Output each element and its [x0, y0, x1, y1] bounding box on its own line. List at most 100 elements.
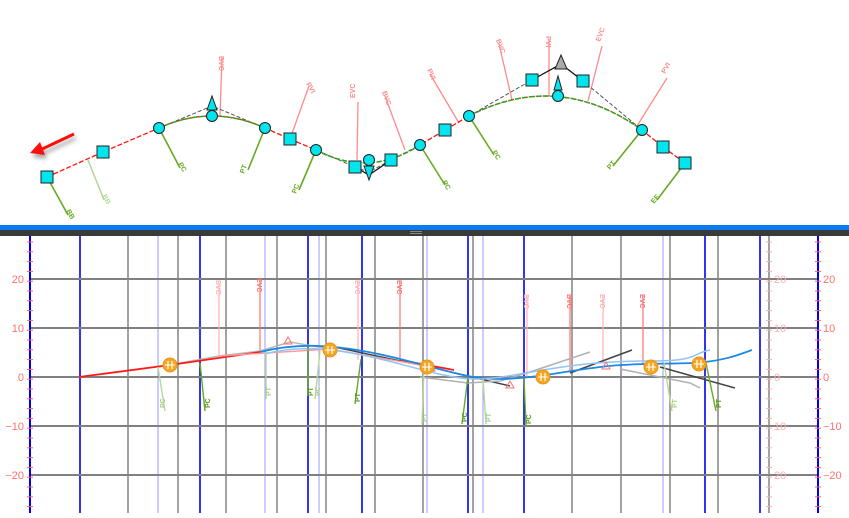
y-axis-left: 20 10 0 −10 −20	[5, 236, 31, 513]
circle-grip-icon[interactable]	[552, 90, 564, 102]
tick-label: 0	[774, 372, 780, 384]
plan-grips[interactable]	[40, 53, 692, 184]
station-label: PC	[205, 398, 212, 408]
alignment-curves	[158, 95, 643, 164]
pvi-label: BVC	[565, 294, 572, 309]
square-grip-icon[interactable]	[656, 140, 670, 154]
existing-ground-light	[157, 341, 331, 368]
profile-view[interactable]: 20 10 0 −10 −20 20 10 0 10 20 20 10 0 −1…	[0, 236, 849, 513]
tick-label: 20	[774, 274, 786, 286]
plan-label: BB	[64, 209, 75, 221]
tick-label: −10	[5, 421, 24, 433]
station-label: PT	[422, 412, 429, 422]
circle-grip-icon[interactable]	[259, 122, 271, 134]
plan-label: PC	[490, 150, 501, 162]
tick-label: 20	[823, 274, 835, 286]
viewport-splitter[interactable]	[0, 230, 849, 236]
station-label: PT	[672, 398, 679, 408]
tick-label: −10	[823, 421, 842, 433]
circle-grip-icon[interactable]	[153, 122, 165, 134]
square-grip-icon[interactable]	[438, 123, 452, 137]
y-axis-right: 20 10 0 −10 −20	[817, 236, 842, 513]
plan-label: PVI	[544, 36, 551, 47]
plan-label: EE	[650, 193, 662, 205]
square-grip-icon[interactable]	[576, 74, 590, 88]
square-grip-icon[interactable]	[283, 132, 297, 146]
tick-label: 0	[18, 372, 24, 384]
profile-grip-icon[interactable]	[535, 369, 551, 385]
profile-grip-icon[interactable]	[322, 342, 338, 358]
pvi-triangle-icon[interactable]	[283, 335, 293, 345]
plan-label: PVI	[304, 82, 316, 95]
profile-canvas[interactable]: 20 10 0 −10 −20 20 10 0 10 20 20 10 0 −1…	[0, 236, 849, 513]
tick-label: 10	[774, 421, 786, 433]
profile-grips[interactable]	[162, 342, 707, 385]
circle-grip-icon[interactable]	[414, 139, 426, 151]
square-grip-icon[interactable]	[348, 160, 362, 174]
existing-ground-light	[619, 368, 701, 389]
circle-grip-icon[interactable]	[636, 124, 648, 136]
circle-grip-icon[interactable]	[363, 154, 375, 166]
station-label: PT	[716, 398, 723, 408]
pvi-label: EVC	[638, 294, 645, 308]
direction-arrow-icon	[30, 132, 75, 155]
station-label: PT	[266, 386, 273, 396]
square-grip-icon[interactable]	[40, 170, 54, 184]
design-profile-light-blue[interactable]	[264, 347, 711, 380]
plan-pvi-leaders	[219, 40, 668, 161]
tick-label: −20	[5, 470, 24, 482]
plan-view[interactable]: BVC PVI EVC BVC PVI BVC PVI EVC PVI BB B…	[0, 0, 849, 225]
tick-label: 20	[774, 470, 786, 482]
splitter-grip-icon[interactable]	[410, 231, 422, 234]
square-grip-icon[interactable]	[96, 145, 110, 159]
profile-grip-icon[interactable]	[691, 356, 707, 372]
square-grip-icon[interactable]	[678, 156, 692, 170]
station-label: PT	[355, 392, 362, 402]
station-label: PT	[486, 412, 493, 422]
profile-grip-icon[interactable]	[162, 357, 178, 373]
station-leaders	[157, 347, 717, 427]
tick-label: −20	[823, 470, 842, 482]
circle-grip-icon[interactable]	[463, 110, 475, 122]
pvi-label: EVC	[353, 280, 360, 294]
existing-ground-light	[419, 351, 591, 384]
circle-grip-icon[interactable]	[206, 110, 218, 122]
pvi-triangle-icon[interactable]	[601, 360, 611, 370]
y-axis-right-faded: 20 10 0 10 20	[774, 274, 786, 482]
station-label: PC	[526, 414, 533, 424]
plan-label: BVC	[217, 56, 224, 71]
tick-label: 10	[823, 323, 835, 335]
pvi-label: EVC	[395, 280, 402, 294]
plan-pvi-labels: BVC PVI EVC BVC PVI BVC PVI EVC PVI	[217, 27, 672, 107]
plan-label: BB	[100, 194, 111, 206]
station-labels: PC PC PT PT PC PT PT PC PT PC PT PT	[160, 386, 723, 424]
triangle-grip-icon[interactable]	[553, 74, 563, 91]
station-grid	[79, 236, 770, 513]
plan-canvas[interactable]: BVC PVI EVC BVC PVI BVC PVI EVC PVI BB B…	[0, 0, 849, 225]
tick-label: 20	[12, 274, 24, 286]
plan-label: BVC	[380, 90, 392, 106]
triangle-grip-icon[interactable]	[206, 94, 218, 111]
active-viewport-border	[0, 225, 849, 230]
plan-label: EVC	[350, 84, 357, 98]
plan-label: PC	[176, 162, 187, 174]
square-grip-icon[interactable]	[525, 73, 539, 87]
circle-grip-icon[interactable]	[310, 144, 322, 156]
plan-station-labels: BB BB PC PT PC PC PC PT EE	[64, 150, 661, 221]
plan-label: EVC	[595, 27, 607, 43]
station-label: PC	[160, 398, 167, 408]
profile-grip-icon[interactable]	[643, 359, 659, 375]
square-grip-icon[interactable]	[384, 153, 398, 167]
plan-label: BVC	[494, 38, 506, 54]
tangent	[659, 366, 736, 389]
pvi-label: EVC	[255, 278, 262, 292]
triangle-grip-icon[interactable]	[363, 165, 375, 182]
plan-label: PT	[239, 163, 249, 174]
axis-minor-ticks	[27, 241, 821, 508]
triangle-grip-icon[interactable]	[554, 53, 568, 70]
pvi-triangle-icon[interactable]	[505, 379, 515, 389]
pvi-label: EVC	[598, 294, 605, 308]
pvi-label: BVC	[522, 294, 529, 309]
pvi-labels: BVC EVC EVC EVC BVC BVC EVC EVC	[214, 278, 645, 309]
profile-grip-icon[interactable]	[419, 359, 435, 375]
